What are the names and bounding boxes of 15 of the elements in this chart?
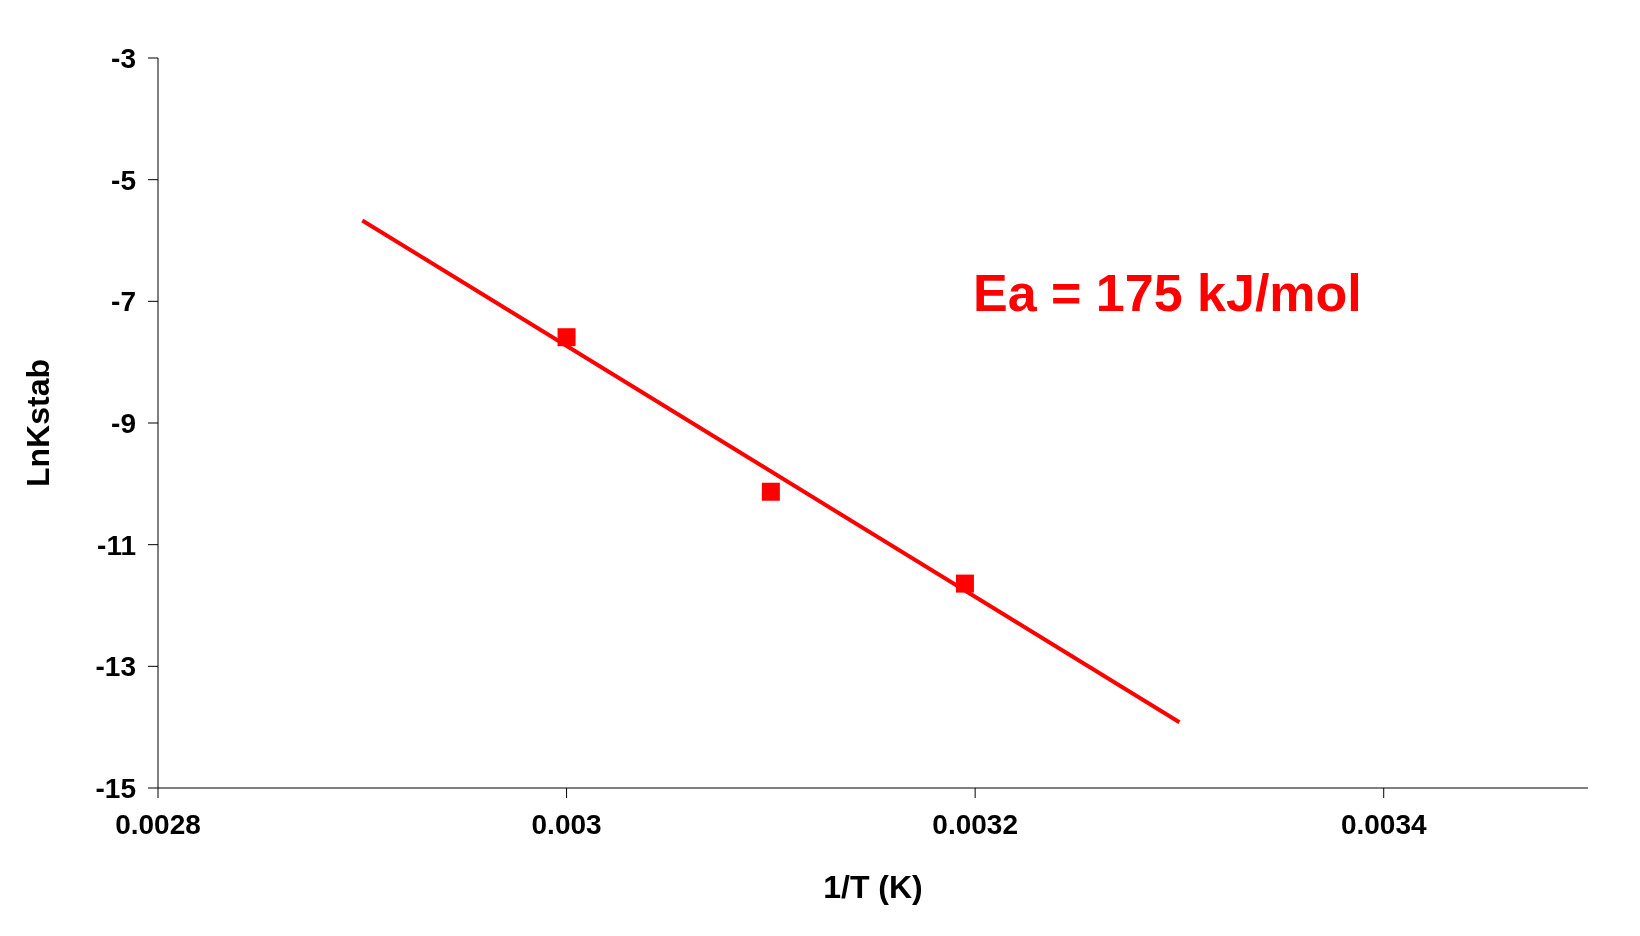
y-tick-label: -5	[111, 164, 136, 196]
y-tick-label: -7	[111, 286, 136, 318]
y-tick-label: -3	[111, 42, 136, 74]
y-tick-label: -13	[95, 651, 136, 683]
x-tick-label: 0.003	[531, 808, 602, 840]
x-tick-label: 0.0034	[1340, 808, 1427, 840]
point	[761, 482, 780, 501]
annotation: Ea = 175 kJ/mol	[973, 263, 1362, 323]
x-axis-title: 1/T (K)	[823, 869, 923, 905]
y-tick-label: -9	[111, 407, 136, 439]
x-tick-label: 0.0028	[115, 808, 201, 840]
y-tick-label: -15	[95, 772, 136, 804]
x-tick-label: 0.0032	[932, 808, 1018, 840]
y-tick-label: -11	[97, 529, 136, 561]
y-axis-title: LnKstab	[20, 359, 57, 487]
